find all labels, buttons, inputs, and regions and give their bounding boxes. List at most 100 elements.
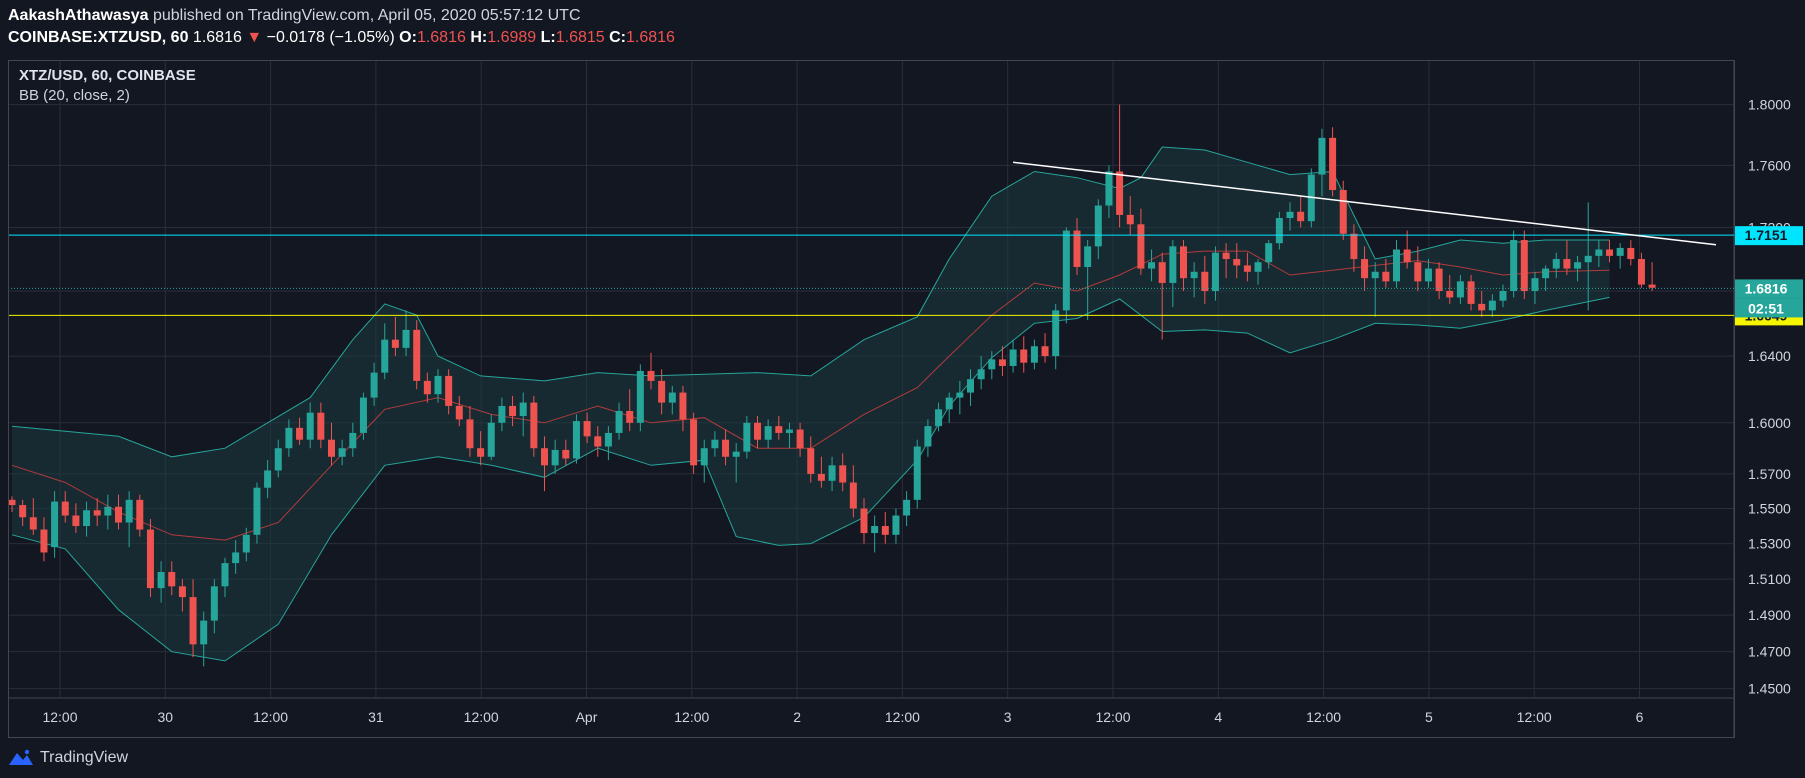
candle — [690, 412, 698, 474]
price-tick-label: 1.7600 — [1748, 157, 1791, 173]
candle-body — [796, 429, 804, 449]
published-text: published on TradingView.com, April 05, … — [152, 7, 581, 24]
candle-body — [1286, 211, 1294, 219]
candle-body — [413, 329, 421, 381]
candle — [285, 419, 293, 457]
candle-body — [434, 375, 442, 395]
candle-body — [1371, 271, 1379, 279]
candle-body — [871, 526, 879, 534]
candle-body — [83, 510, 91, 527]
candle — [743, 416, 751, 459]
candle — [1211, 246, 1219, 301]
candle-body — [572, 421, 580, 459]
candle — [615, 402, 623, 440]
close-value: 1.6816 — [626, 29, 675, 46]
candle-body — [19, 505, 27, 518]
low-label: L: — [540, 29, 556, 46]
candle-body — [370, 372, 378, 398]
price-tick-label: 1.5100 — [1748, 571, 1791, 587]
time-tick-label: 12:00 — [42, 709, 77, 725]
candle-body — [93, 510, 101, 516]
candle — [1084, 240, 1092, 321]
candle — [1254, 259, 1262, 285]
candle-body — [1009, 349, 1017, 366]
candle-body — [860, 508, 868, 534]
candle-body — [1062, 230, 1070, 311]
candle-body — [359, 397, 367, 433]
candle — [1297, 196, 1305, 228]
candle — [1648, 262, 1656, 291]
candle — [817, 456, 825, 488]
candle — [1062, 227, 1070, 324]
candle — [1414, 246, 1422, 291]
candle — [977, 356, 985, 390]
candle-body — [562, 449, 570, 459]
candle — [594, 426, 602, 457]
candle — [306, 402, 314, 449]
candle-body — [296, 427, 304, 440]
candle-body — [274, 448, 282, 471]
candle-body — [498, 405, 506, 423]
candle — [1148, 249, 1156, 282]
candle-body — [242, 534, 250, 553]
tradingview-branding[interactable]: TradingView — [8, 744, 128, 772]
candle-body — [583, 421, 591, 437]
candle — [658, 369, 666, 415]
candle — [732, 443, 740, 483]
low-value: 1.6815 — [555, 29, 605, 46]
candle — [1446, 274, 1454, 304]
candle — [647, 352, 655, 390]
trendline[interactable] — [1013, 161, 1717, 246]
price-label-background — [1735, 279, 1803, 299]
candle-body — [1030, 346, 1038, 363]
candle — [72, 503, 80, 534]
candle-body — [136, 499, 144, 530]
price-tick-label: 1.5700 — [1748, 466, 1791, 482]
candle-body — [1318, 137, 1326, 175]
candle — [839, 453, 847, 492]
author-name[interactable]: AakashAthawasya — [8, 7, 149, 24]
candle-body — [1361, 259, 1369, 279]
candle-body — [338, 448, 346, 457]
candle-body — [1339, 190, 1347, 234]
candle — [562, 439, 570, 466]
candle-body — [1552, 259, 1560, 269]
candle — [924, 419, 932, 457]
candle-body — [839, 465, 847, 483]
candle — [370, 362, 378, 406]
candle — [93, 498, 101, 527]
candle — [849, 465, 857, 518]
time-tick-label: 31 — [368, 709, 384, 725]
candle-body — [253, 487, 261, 535]
candle — [636, 364, 644, 432]
candle-body — [849, 482, 857, 509]
ohlc-bar: COINBASE:XTZUSD, 60 1.6816 ▼ −0.0178 (−1… — [8, 29, 675, 47]
publish-info: AakashAthawasya published on TradingView… — [8, 7, 581, 25]
candle — [551, 439, 559, 474]
candle — [1350, 224, 1358, 272]
candle — [935, 402, 943, 432]
price-tick-label: 1.8000 — [1748, 97, 1791, 113]
candle-body — [146, 529, 154, 589]
time-tick-label: 12:00 — [1517, 709, 1552, 725]
legend-indicator[interactable]: BB (20, close, 2) — [19, 87, 130, 104]
time-tick-label: 2 — [793, 709, 801, 725]
candle-body — [40, 529, 48, 553]
candle — [477, 431, 485, 466]
candle-body — [1627, 247, 1635, 260]
candle-body — [647, 370, 655, 381]
candle — [1606, 240, 1613, 263]
candle — [83, 501, 91, 537]
candle-body — [998, 359, 1006, 366]
candle — [998, 346, 1006, 376]
candle-body — [1350, 233, 1358, 260]
price-tick-label: 1.4500 — [1748, 681, 1791, 697]
candle-body — [1265, 243, 1273, 263]
legend-symbol[interactable]: XTZ/USD, 60, COINBASE — [19, 67, 196, 84]
candle-body — [1467, 281, 1475, 304]
candle — [328, 422, 335, 466]
chart-header: AakashAthawasya published on TradingView… — [0, 0, 1805, 60]
candle — [381, 323, 389, 380]
candle — [1201, 255, 1209, 304]
